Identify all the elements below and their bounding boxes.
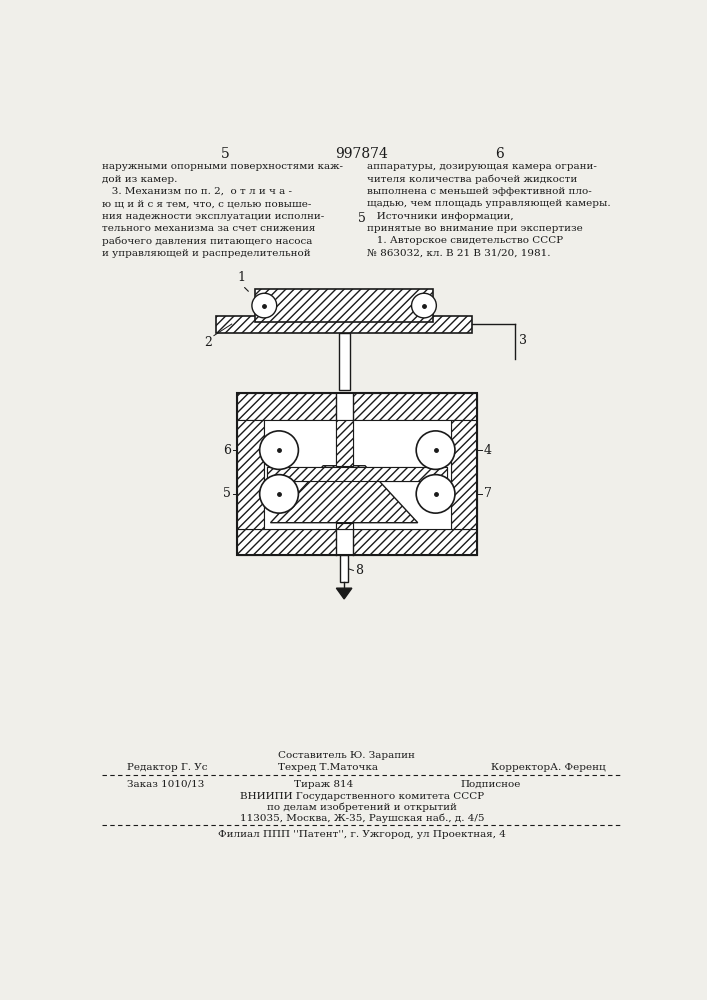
- Text: 7: 7: [484, 487, 491, 500]
- Text: принятые во внимание при экспертизе: принятые во внимание при экспертизе: [368, 224, 583, 233]
- Text: Подписное: Подписное: [460, 780, 521, 789]
- Text: Редактор Г. Ус: Редактор Г. Ус: [127, 763, 208, 772]
- Circle shape: [416, 431, 455, 469]
- Polygon shape: [337, 588, 352, 599]
- Text: ВНИИПИ Государственного комитета СССР: ВНИИПИ Государственного комитета СССР: [240, 792, 484, 801]
- Text: и управляющей и распределительной: и управляющей и распределительной: [103, 249, 311, 258]
- Text: ю щ и й с я тем, что, с целью повыше-: ю щ и й с я тем, что, с целью повыше-: [103, 199, 312, 208]
- Bar: [267, 467, 448, 481]
- Bar: [336, 420, 353, 529]
- Text: чителя количества рабочей жидкости: чителя количества рабочей жидкости: [368, 175, 578, 184]
- Text: Заказ 1010/13: Заказ 1010/13: [127, 780, 204, 789]
- Bar: [336, 529, 353, 555]
- Bar: [216, 316, 472, 333]
- Text: выполнена с меньшей эффективной пло-: выполнена с меньшей эффективной пло-: [368, 187, 592, 196]
- Text: Составитель Ю. Зарапин: Составитель Ю. Зарапин: [279, 751, 415, 760]
- Text: аппаратуры, дозирующая камера ограни-: аппаратуры, дозирующая камера ограни-: [368, 162, 597, 171]
- Bar: [336, 420, 353, 466]
- Text: 3. Механизм по п. 2,  о т л и ч а -: 3. Механизм по п. 2, о т л и ч а -: [103, 187, 292, 196]
- Bar: [336, 523, 353, 529]
- Text: Филиал ППП ''Патент'', г. Ужгород, ул Проектная, 4: Филиал ППП ''Патент'', г. Ужгород, ул Пр…: [218, 830, 506, 839]
- Circle shape: [259, 431, 298, 469]
- Text: 8: 8: [355, 564, 363, 577]
- Bar: [267, 467, 448, 481]
- Text: ния надежности эксплуатации исполни-: ния надежности эксплуатации исполни-: [103, 212, 325, 221]
- Text: 2: 2: [204, 336, 212, 349]
- Bar: [451, 420, 477, 529]
- Text: Тираж 814: Тираж 814: [293, 780, 353, 789]
- Bar: [340, 555, 348, 582]
- Text: Техред Т.Маточка: Техред Т.Маточка: [279, 763, 378, 772]
- Text: 6: 6: [495, 147, 503, 161]
- Text: 6: 6: [223, 444, 231, 457]
- Text: КорректорА. Ференц: КорректорА. Ференц: [491, 763, 606, 772]
- Bar: [336, 393, 353, 420]
- Text: рабочего давления питающего насоса: рабочего давления питающего насоса: [103, 236, 312, 246]
- Bar: [255, 289, 433, 322]
- Text: по делам изобретений и открытий: по делам изобретений и открытий: [267, 803, 457, 812]
- Bar: [264, 420, 451, 529]
- Circle shape: [252, 293, 276, 318]
- Text: Источники информации,: Источники информации,: [368, 212, 514, 221]
- Circle shape: [416, 475, 455, 513]
- Bar: [237, 420, 264, 529]
- Text: 5: 5: [358, 212, 366, 225]
- Text: 4: 4: [484, 444, 491, 457]
- Circle shape: [259, 475, 298, 513]
- Text: 1. Авторское свидетельство СССР: 1. Авторское свидетельство СССР: [368, 236, 563, 245]
- Text: наружными опорными поверхностями каж-: наружными опорными поверхностями каж-: [103, 162, 344, 171]
- Bar: [237, 529, 477, 555]
- Text: щадью, чем площадь управляющей камеры.: щадью, чем площадь управляющей камеры.: [368, 199, 611, 208]
- Text: 113035, Москва, Ж-35, Раушская наб., д. 4/5: 113035, Москва, Ж-35, Раушская наб., д. …: [240, 814, 484, 823]
- Text: № 863032, кл. В 21 В 31/20, 1981.: № 863032, кл. В 21 В 31/20, 1981.: [368, 249, 551, 258]
- Bar: [339, 333, 349, 389]
- Circle shape: [411, 293, 436, 318]
- Text: дой из камер.: дой из камер.: [103, 175, 177, 184]
- Text: 5: 5: [221, 147, 230, 161]
- Bar: [237, 393, 477, 420]
- Text: 5: 5: [223, 487, 231, 500]
- Text: тельного механизма за счет снижения: тельного механизма за счет снижения: [103, 224, 316, 233]
- Polygon shape: [271, 466, 418, 523]
- Text: 1: 1: [237, 271, 245, 284]
- Text: 3: 3: [518, 334, 527, 347]
- Text: 997874: 997874: [336, 147, 388, 161]
- Bar: [237, 393, 477, 555]
